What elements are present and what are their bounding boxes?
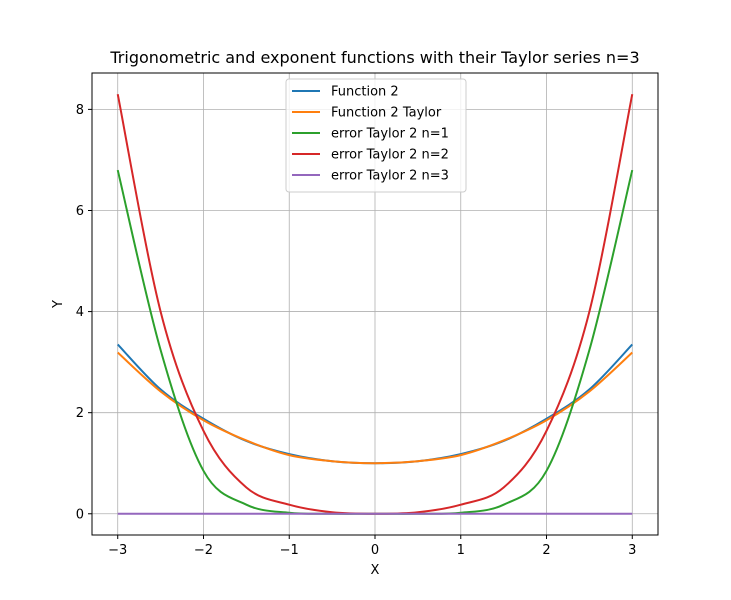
series-lines	[116, 94, 634, 515]
axis-ticks: −3 −2 −1 0 1 2 3 0 2 4 6 8	[76, 103, 637, 558]
legend-label: Function 2 Taylor	[331, 106, 442, 121]
y-tick-label: 4	[76, 305, 84, 320]
x-tick-label: −1	[280, 543, 299, 558]
x-tick-label: 2	[542, 543, 550, 558]
x-tick-label: 3	[628, 543, 636, 558]
y-tick-label: 8	[76, 103, 84, 118]
x-tick-label: 0	[371, 543, 379, 558]
y-axis-label: Y	[51, 300, 66, 309]
legend: Function 2 Function 2 Taylor error Taylor …	[285, 78, 467, 193]
y-tick-label: 6	[76, 204, 84, 219]
y-tick-label: 2	[76, 406, 84, 421]
x-tick-label: −3	[108, 543, 127, 558]
series-line-2	[117, 351, 633, 465]
x-axis-label: X	[371, 563, 380, 578]
x-tick-label: −2	[194, 543, 213, 558]
legend-label: error Taylor 2 n=3	[331, 169, 449, 184]
legend-box	[285, 78, 467, 193]
legend-label: error Taylor 2 n=1	[331, 127, 449, 142]
legend-label: Function 2	[331, 85, 399, 100]
x-tick-label: 1	[457, 543, 465, 558]
y-tick-label: 0	[76, 507, 84, 522]
chart-title: Trigonometric and exponent functions wit…	[109, 48, 639, 67]
legend-label: error Taylor 2 n=2	[331, 148, 449, 163]
